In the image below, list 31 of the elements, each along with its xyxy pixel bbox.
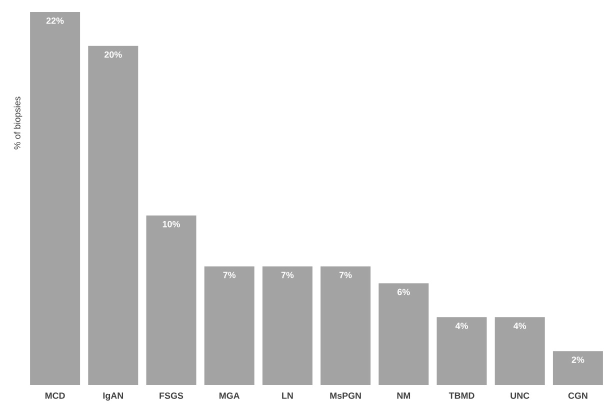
x-tick-label: MCD bbox=[45, 392, 65, 399]
data-label: 7% bbox=[281, 272, 294, 278]
bar bbox=[88, 46, 138, 385]
x-tick-label: MsPGN bbox=[330, 392, 361, 399]
x-tick-label: TBMD bbox=[448, 392, 474, 399]
data-label: 22% bbox=[46, 18, 64, 24]
x-tick-label: CGN bbox=[568, 392, 588, 399]
x-tick-label: LN bbox=[282, 392, 293, 399]
data-label: 7% bbox=[339, 272, 352, 278]
bar bbox=[494, 317, 545, 385]
y-axis-title: % of biopsies bbox=[14, 96, 22, 150]
data-label: 4% bbox=[455, 322, 468, 330]
data-label: 2% bbox=[572, 356, 584, 363]
x-tick-label: FSGS bbox=[160, 392, 184, 399]
bar bbox=[146, 215, 196, 385]
bar bbox=[204, 266, 254, 385]
bar bbox=[436, 317, 487, 385]
data-label: 10% bbox=[162, 220, 180, 228]
data-label: 7% bbox=[223, 272, 236, 278]
data-label: 6% bbox=[398, 288, 410, 296]
x-tick-label: MGA bbox=[219, 392, 240, 399]
x-tick-label: NM bbox=[397, 392, 410, 399]
bar bbox=[320, 266, 371, 385]
bar bbox=[262, 266, 312, 385]
bar bbox=[378, 283, 429, 385]
data-label: 4% bbox=[514, 322, 526, 330]
x-tick-label: UNC bbox=[510, 392, 530, 399]
bar bbox=[30, 12, 80, 385]
bar bbox=[552, 351, 603, 385]
data-label: 20% bbox=[104, 51, 122, 58]
x-tick-label: IgAN bbox=[103, 392, 124, 401]
